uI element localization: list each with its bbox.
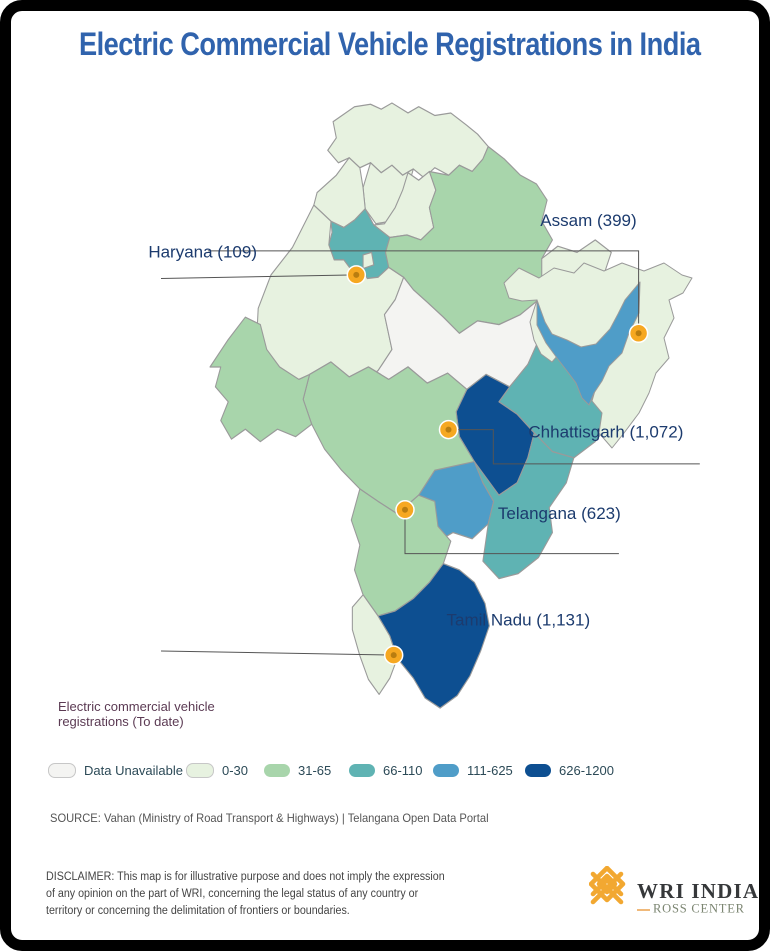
svg-text:Telangana (623): Telangana (623): [498, 504, 621, 523]
svg-text:WRI INDIA: WRI INDIA: [637, 879, 759, 903]
svg-text:Haryana (109): Haryana (109): [148, 242, 257, 261]
svg-text:Assam (399): Assam (399): [540, 211, 636, 230]
svg-text:Chhattisgarh (1,072): Chhattisgarh (1,072): [528, 423, 683, 442]
svg-text:Tamil Nadu (1,131): Tamil Nadu (1,131): [447, 611, 591, 630]
svg-text:ROSS CENTER: ROSS CENTER: [653, 902, 745, 916]
